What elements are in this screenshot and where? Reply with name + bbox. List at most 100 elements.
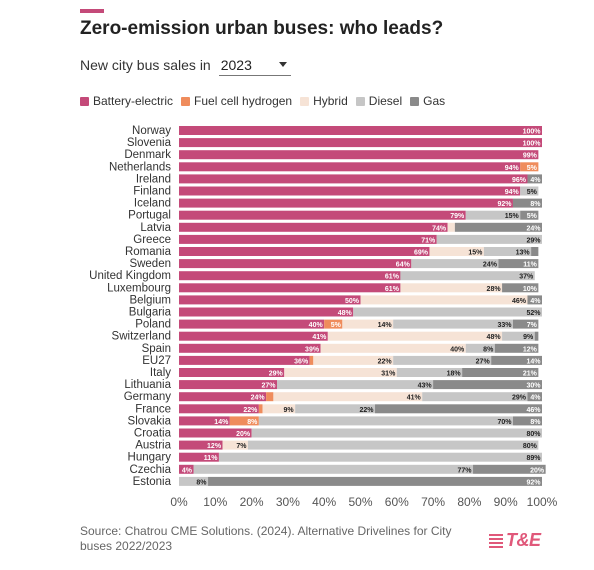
stacked-bar-chart: Norway 100% Slovenia 100% Denmark 99% Netherla… [89, 125, 557, 509]
bar-denmark-battery-electric [179, 150, 539, 160]
data-label: 46% [526, 407, 541, 414]
legend-label: Fuel cell hydrogen [194, 94, 293, 108]
data-label: 12% [523, 346, 538, 353]
bar-sweden-battery-electric [179, 259, 412, 269]
legend-label: Battery-electric [93, 94, 174, 108]
data-label: 52% [526, 310, 541, 317]
bar-iceland-gas [512, 198, 542, 208]
legend-item-hybrid: Hybrid [300, 94, 348, 108]
data-label: 9% [523, 334, 534, 341]
data-label: 24% [526, 225, 541, 232]
bar-switzerland-hybrid [327, 331, 503, 341]
data-label: 4% [530, 298, 541, 305]
category-label-bulgaria: Bulgaria [129, 307, 172, 319]
data-label: 79% [450, 213, 465, 220]
bar-lithuania-gas [433, 380, 542, 390]
bar-poland-diesel [393, 319, 513, 329]
bar-ireland-gas [527, 174, 542, 184]
bar-estonia-gas [208, 476, 543, 486]
data-label: 31% [381, 371, 396, 378]
bar-spain-hybrid [320, 343, 466, 353]
bar-portugal-gas [520, 210, 539, 220]
bar-lithuania-diesel [277, 380, 434, 390]
bar-luxembourg-battery-electric [179, 283, 401, 293]
category-label-denmark: Denmark [124, 149, 171, 161]
bar-eu27-hybrid [313, 355, 394, 365]
bar-hungary-diesel [218, 452, 542, 462]
data-label: 37% [519, 274, 534, 281]
bar-croatia-battery-electric [179, 428, 252, 438]
bar-belgium-hybrid [360, 295, 528, 305]
x-tick-label: 20% [240, 495, 264, 509]
bar-bulgaria-diesel [353, 307, 542, 317]
legend-swatch [181, 96, 191, 106]
category-label-czechia: Czechia [129, 464, 171, 476]
category-label-finland: Finland [133, 186, 171, 198]
bar-poland-battery-electric [179, 319, 325, 329]
category-label-germany: Germany [124, 391, 172, 403]
year-dropdown[interactable]: 2023 [218, 54, 291, 76]
category-label-france: France [135, 403, 171, 415]
data-label: 80% [523, 443, 538, 450]
bar-belgium-battery-electric [179, 295, 361, 305]
data-label: 46% [512, 298, 527, 305]
data-label: 21% [523, 371, 538, 378]
bar-lithuania-battery-electric [179, 380, 278, 390]
bar-france-diesel [295, 404, 376, 414]
bar-france-battery-electric [179, 404, 259, 414]
x-tick-label: 70% [421, 495, 445, 509]
bar-france-gas [375, 404, 542, 414]
bar-czechia-gas [473, 464, 546, 474]
bar-romania-hybrid [429, 247, 484, 256]
data-label: 10% [523, 286, 538, 293]
bar-slovakia-fuel-cell-hydrogen [229, 416, 259, 426]
bar-italy-diesel [396, 368, 463, 377]
data-label: 40% [309, 322, 324, 329]
data-label: 15% [468, 250, 483, 257]
bar-switzerland-battery-electric [179, 331, 328, 341]
category-label-eu27: EU27 [142, 355, 171, 367]
logo-text: T&E [506, 530, 541, 550]
data-label: 30% [526, 383, 541, 390]
data-label: 8% [483, 346, 494, 353]
x-tick-label: 30% [276, 495, 300, 509]
bar-estonia-diesel [179, 476, 209, 486]
data-label: 28% [487, 286, 502, 293]
data-label: 14% [214, 419, 229, 426]
bar-greece-diesel [436, 234, 542, 244]
category-label-hungary: Hungary [128, 452, 172, 464]
bar-norway-battery-electric [179, 126, 542, 135]
data-label: 8% [530, 419, 541, 426]
data-label: 20% [236, 431, 251, 438]
data-label: 15% [505, 213, 520, 220]
data-label: 11% [204, 455, 218, 462]
data-label: 24% [251, 395, 266, 402]
bar-italy-hybrid [284, 368, 397, 377]
bar-luxembourg-gas [502, 283, 539, 293]
data-label: 11% [523, 262, 537, 269]
logo-lines-icon [489, 533, 503, 548]
data-label: 18% [447, 371, 462, 378]
bar-finland-diesel [520, 186, 539, 196]
data-label: 29% [512, 395, 527, 402]
data-label: 80% [526, 431, 541, 438]
data-label: 14% [378, 322, 393, 329]
bar-portugal-battery-electric [179, 210, 466, 220]
data-label: 27% [261, 383, 276, 390]
te-logo: T&E [489, 530, 541, 551]
subtitle-row: New city bus sales in 2023 [80, 54, 291, 76]
bar-netherlands-battery-electric [179, 162, 521, 172]
bar-slovenia-battery-electric [179, 138, 542, 148]
bar-latvia-battery-electric [179, 222, 448, 232]
data-label: 24% [483, 262, 498, 269]
data-label: 4% [530, 177, 541, 184]
legend-swatch [80, 96, 89, 106]
category-label-slovakia: Slovakia [128, 415, 172, 427]
bar-latvia-gas [454, 222, 542, 232]
x-tick-label: 90% [494, 495, 518, 509]
category-label-austria: Austria [135, 440, 171, 452]
data-label: 96% [512, 177, 527, 184]
data-label: 14% [526, 358, 541, 365]
bar-romania-battery-electric [179, 247, 430, 256]
chart-legend: Battery-electric Fuel cell hydrogen Hybr… [80, 94, 453, 108]
